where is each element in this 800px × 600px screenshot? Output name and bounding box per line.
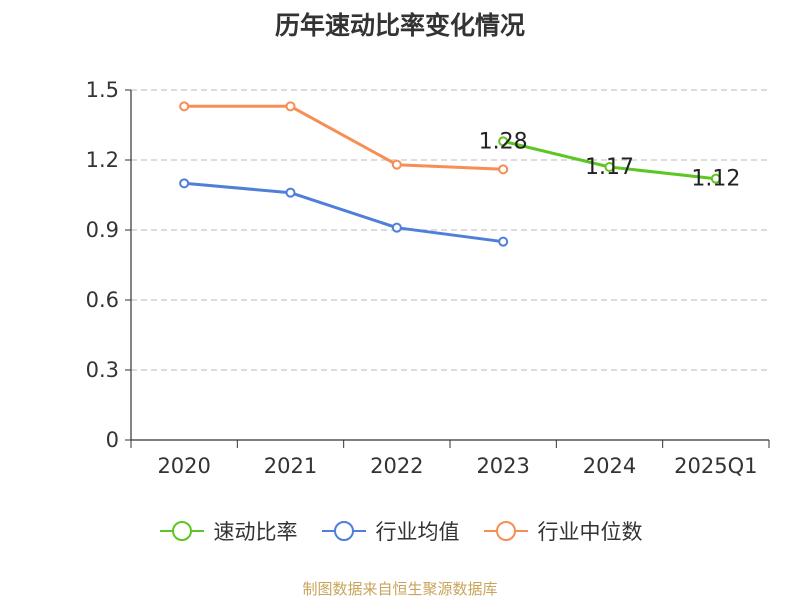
chart-title: 历年速动比率变化情况 (274, 11, 525, 40)
legend-marker-circle (333, 521, 354, 541)
legend-marker-circle (495, 521, 516, 541)
data-point (391, 222, 402, 233)
legend: 速动比率 行业均值 行业中位数 (0, 516, 800, 546)
data-point (710, 173, 721, 184)
legend-marker-circle (171, 521, 192, 541)
legend-marker-icon (159, 521, 204, 541)
legend-item[interactable]: 行业均值 (320, 516, 460, 546)
y-tick-label: 1.2 (86, 148, 119, 172)
data-point (498, 136, 509, 147)
data-point (285, 187, 296, 198)
y-tick-label: 0.3 (86, 358, 119, 382)
legend-label: 速动比率 (213, 520, 298, 544)
y-tick-label: 0.9 (86, 218, 119, 242)
data-label: 1.17 (585, 155, 634, 180)
series-layer (179, 101, 721, 247)
axes: 0 0.3 0.6 0.9 1.2 1.5 2020 2021 2022 2023 2024 2025… (86, 78, 770, 478)
x-tick-label: 2025Q1 (674, 454, 757, 478)
x-tick-label: 2021 (264, 454, 317, 478)
data-label: 1.28 (479, 129, 528, 154)
series-line-2 (184, 104, 504, 171)
data-point (285, 101, 296, 112)
data-point (179, 178, 190, 189)
legend-label: 行业中位数 (537, 520, 643, 544)
legend-label: 行业均值 (375, 520, 460, 544)
source-note: 制图数据来自恒生聚源数据库 (302, 580, 498, 598)
data-point (391, 159, 402, 170)
legend-item[interactable]: 行业中位数 (482, 516, 643, 546)
data-point (604, 162, 615, 172)
x-tick-label: 2022 (370, 454, 423, 478)
legend-item[interactable]: 速动比率 (158, 516, 298, 546)
y-tick-label: 0.6 (86, 288, 119, 312)
data-point (179, 101, 190, 112)
series-line-1 (184, 181, 504, 244)
data-labels: 1.28 1.17 1.12 (479, 129, 741, 191)
data-label: 1.12 (691, 167, 740, 192)
data-point (498, 236, 509, 247)
legend-marker-icon (483, 521, 528, 541)
x-tick-label: 2024 (583, 454, 636, 478)
legend-marker-icon (321, 521, 366, 541)
y-tick-label: 1.5 (86, 78, 119, 102)
data-point (498, 164, 509, 175)
x-tick-label: 2023 (476, 454, 529, 478)
y-tick-label: 0 (106, 428, 119, 452)
grid-lines (131, 89, 769, 371)
x-tick-label: 2020 (157, 454, 210, 478)
